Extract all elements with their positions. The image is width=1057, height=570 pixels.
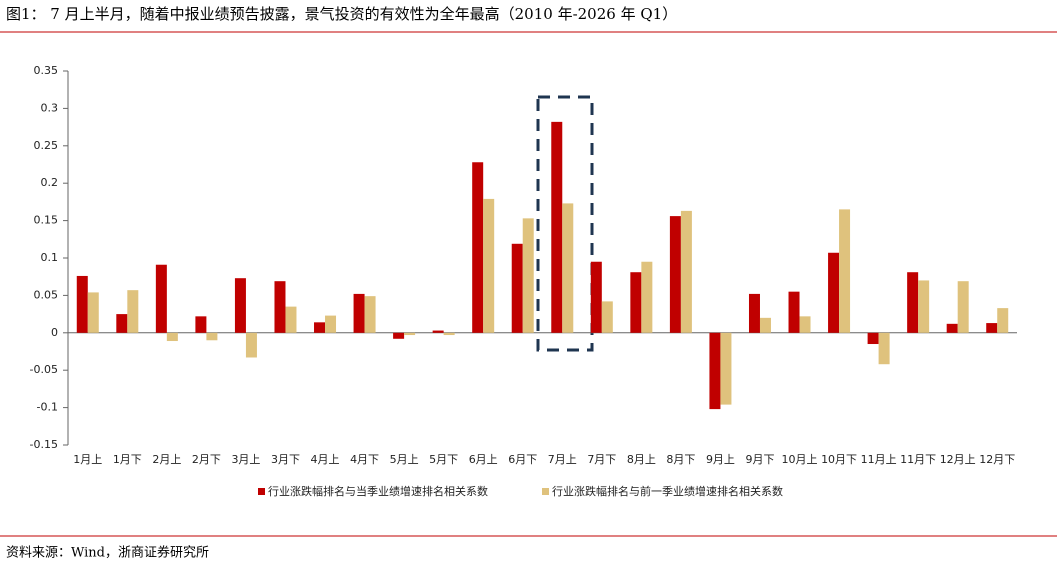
bar xyxy=(867,332,879,345)
y-tick-label: 0.05 xyxy=(34,288,59,301)
x-tick-label: 9月上 xyxy=(706,453,735,466)
bar xyxy=(590,261,602,333)
y-tick-label: 0.15 xyxy=(34,214,59,227)
bar xyxy=(680,210,692,333)
y-tick-label: -0.15 xyxy=(30,438,58,451)
x-tick-label: 6月下 xyxy=(508,453,537,466)
bar xyxy=(127,290,139,333)
x-tick-label: 1月上 xyxy=(73,453,102,466)
x-tick-label: 3月上 xyxy=(231,453,260,466)
bar xyxy=(720,332,732,405)
y-tick-label: 0.25 xyxy=(34,139,59,152)
x-tick-label: 2月下 xyxy=(192,453,221,466)
source: 资料来源：Wind，浙商证券研究所 xyxy=(6,545,209,561)
y-tick-label: 0 xyxy=(51,326,58,339)
x-tick-label: 10月下 xyxy=(821,453,857,466)
bar xyxy=(443,332,455,336)
x-tick-label: 9月下 xyxy=(745,453,774,466)
x-tick-label: 8月上 xyxy=(627,453,656,466)
bar xyxy=(759,317,771,333)
bar xyxy=(957,281,969,333)
x-tick-label: 6月上 xyxy=(469,453,498,466)
bar xyxy=(828,252,840,333)
bar xyxy=(839,209,851,333)
bar xyxy=(116,314,128,333)
x-tick-label: 3月下 xyxy=(271,453,300,466)
y-tick-label: -0.05 xyxy=(30,363,58,376)
x-tick-label: 12月下 xyxy=(979,453,1015,466)
x-tick-label: 7月下 xyxy=(587,453,616,466)
bar xyxy=(641,261,653,333)
bar xyxy=(206,332,218,341)
bar xyxy=(166,332,178,342)
x-tick-label: 5月上 xyxy=(390,453,419,466)
bar xyxy=(155,264,167,333)
bar xyxy=(562,203,574,333)
bar xyxy=(788,291,800,333)
bar xyxy=(195,316,207,333)
legend-swatch xyxy=(542,488,549,495)
bar xyxy=(285,306,297,333)
legend-swatch xyxy=(258,488,265,495)
x-tick-label: 11月下 xyxy=(900,453,936,466)
bar xyxy=(551,121,563,333)
y-tick-label: 0.1 xyxy=(41,251,59,264)
x-tick-label: 10月上 xyxy=(782,453,818,466)
x-tick-label: 5月下 xyxy=(429,453,458,466)
bar xyxy=(601,301,613,333)
highlight-box xyxy=(536,95,594,352)
legend-label: 行业涨跌幅排名与当季业绩增速排名相关系数 xyxy=(268,484,488,498)
x-tick-label: 12月上 xyxy=(940,453,976,466)
bar xyxy=(709,332,721,410)
bar xyxy=(314,322,326,333)
bar xyxy=(76,275,88,333)
x-tick-label: 2月上 xyxy=(152,453,181,466)
bar xyxy=(353,293,365,333)
bar xyxy=(483,198,495,333)
bar xyxy=(234,278,246,333)
x-tick-label: 4月上 xyxy=(311,453,340,466)
bar xyxy=(404,332,416,336)
legend-label: 行业涨跌幅排名与前一季业绩增速排名相关系数 xyxy=(552,484,783,498)
bar xyxy=(511,243,523,333)
bar xyxy=(986,323,998,333)
bar xyxy=(325,315,337,333)
x-tick-label: 7月上 xyxy=(548,453,577,466)
bar xyxy=(432,330,444,333)
bar xyxy=(946,323,958,333)
bar xyxy=(364,296,376,333)
bar xyxy=(918,280,930,333)
bar xyxy=(472,162,484,333)
bar xyxy=(87,292,99,333)
bar xyxy=(630,272,642,333)
y-tick-label: 0.35 xyxy=(34,64,59,77)
bar xyxy=(669,216,681,333)
bar xyxy=(274,281,286,333)
y-tick-label: -0.1 xyxy=(37,401,58,414)
bar xyxy=(748,293,760,333)
bar xyxy=(997,308,1009,333)
y-tick-label: 0.2 xyxy=(41,176,59,189)
x-tick-label: 11月上 xyxy=(861,453,897,466)
chart-title: 图1： 7 月上半月，随着中报业绩预告披露，景气投资的有效性为全年最高（2010… xyxy=(6,5,677,23)
bar xyxy=(799,316,811,333)
x-tick-label: 8月下 xyxy=(666,453,695,466)
bar xyxy=(522,218,534,333)
bar xyxy=(245,332,257,358)
y-tick-label: 0.3 xyxy=(41,101,59,114)
bar xyxy=(907,272,919,333)
bar xyxy=(878,332,890,365)
x-tick-label: 1月下 xyxy=(113,453,142,466)
x-tick-label: 4月下 xyxy=(350,453,379,466)
bar xyxy=(393,332,405,339)
